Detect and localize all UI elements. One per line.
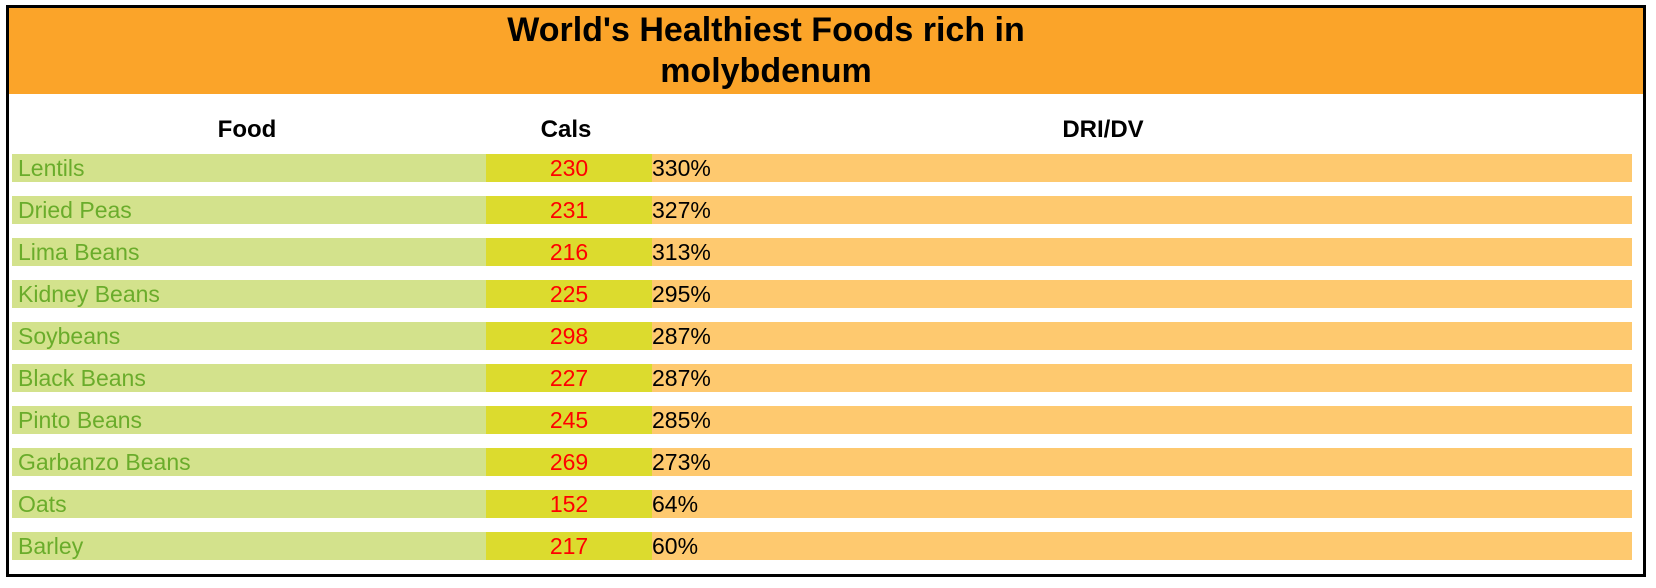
dri-dv-value: 287%: [652, 322, 1632, 350]
table-row: Soybeans 298 287%: [9, 322, 1643, 350]
dri-dv-value: 330%: [652, 154, 1632, 182]
dri-dv-value: 285%: [652, 406, 1632, 434]
column-header-food: Food: [217, 116, 277, 143]
column-header-cals: Cals: [540, 116, 592, 143]
table-title-line-2: molybdenum: [660, 52, 872, 90]
food-name-link[interactable]: Soybeans: [12, 322, 486, 350]
dri-dv-value: 287%: [652, 364, 1632, 392]
table-row: Barley 217 60%: [9, 532, 1643, 560]
calories-value: 152: [486, 490, 652, 518]
food-name-link[interactable]: Pinto Beans: [12, 406, 486, 434]
table-title-line-1: World's Healthiest Foods rich in: [507, 11, 1025, 49]
table-row: Black Beans 227 287%: [9, 364, 1643, 392]
calories-value: 225: [486, 280, 652, 308]
table-row: Oats 152 64%: [9, 490, 1643, 518]
calories-value: 217: [486, 532, 652, 560]
dri-dv-value: 327%: [652, 196, 1632, 224]
calories-value: 227: [486, 364, 652, 392]
table-row: Garbanzo Beans 269 273%: [9, 448, 1643, 476]
table-row: Lentils 230 330%: [9, 154, 1643, 182]
table-row: Kidney Beans 225 295%: [9, 280, 1643, 308]
food-name-link[interactable]: Garbanzo Beans: [12, 448, 486, 476]
calories-value: 269: [486, 448, 652, 476]
food-name-link[interactable]: Lima Beans: [12, 238, 486, 266]
table-row: Pinto Beans 245 285%: [9, 406, 1643, 434]
calories-value: 216: [486, 238, 652, 266]
food-name-link[interactable]: Barley: [12, 532, 486, 560]
calories-value: 230: [486, 154, 652, 182]
dri-dv-value: 64%: [652, 490, 1632, 518]
calories-value: 298: [486, 322, 652, 350]
dri-dv-value: 295%: [652, 280, 1632, 308]
column-header-dri: DRI/DV: [1062, 116, 1144, 143]
calories-value: 231: [486, 196, 652, 224]
food-name-link[interactable]: Oats: [12, 490, 486, 518]
dri-dv-value: 313%: [652, 238, 1632, 266]
food-name-link[interactable]: Kidney Beans: [12, 280, 486, 308]
table-row: Dried Peas 231 327%: [9, 196, 1643, 224]
food-name-link[interactable]: Black Beans: [12, 364, 486, 392]
table-row: Lima Beans 216 313%: [9, 238, 1643, 266]
table-body: Lentils 230 330% Dried Peas 231 327% Lima Bean…: [9, 154, 1643, 574]
calories-value: 245: [486, 406, 652, 434]
dri-dv-value: 60%: [652, 532, 1632, 560]
food-name-link[interactable]: Dried Peas: [12, 196, 486, 224]
title-bar: World's Healthiest Foods rich in molybde…: [9, 8, 1643, 94]
food-name-link[interactable]: Lentils: [12, 154, 486, 182]
dri-dv-value: 273%: [652, 448, 1632, 476]
foods-table-panel: World's Healthiest Foods rich in molybde…: [6, 5, 1646, 577]
